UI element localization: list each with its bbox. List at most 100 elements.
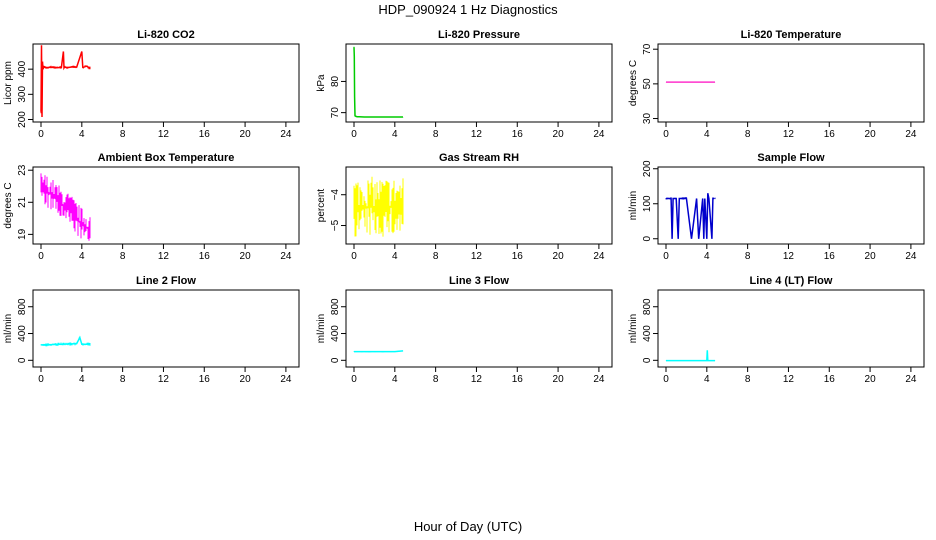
series-line xyxy=(353,47,403,118)
y-tick-label: 0 xyxy=(17,357,28,363)
x-tick-label: 20 xyxy=(240,129,252,140)
y-axis-label: ml/min xyxy=(628,191,639,220)
y-tick-label: 800 xyxy=(17,298,28,315)
plot-frame xyxy=(657,43,925,123)
x-tick-label: 0 xyxy=(38,251,44,262)
x-tick-label: 12 xyxy=(158,251,170,262)
plot-frame xyxy=(345,43,613,123)
x-tick-label: 4 xyxy=(79,374,85,385)
series-line xyxy=(40,335,90,346)
y-tick-label: 200 xyxy=(17,111,28,128)
x-tick-label: 8 xyxy=(433,251,439,262)
x-tick-label: 24 xyxy=(593,374,605,385)
x-tick-label: 20 xyxy=(553,251,565,262)
y-axis-label: kPa xyxy=(316,74,327,92)
panel-title: Li-820 Pressure xyxy=(438,29,520,41)
x-tick-label: 8 xyxy=(433,129,439,140)
x-tick-label: 16 xyxy=(824,129,836,140)
x-tick-label: 0 xyxy=(663,129,669,140)
series-line xyxy=(40,45,90,118)
plot-frame xyxy=(32,166,300,245)
x-tick-label: 0 xyxy=(38,129,44,140)
y-tick-label: 800 xyxy=(642,298,653,315)
panel-title: Line 3 Flow xyxy=(449,275,509,287)
x-tick-label: 0 xyxy=(351,251,357,262)
y-tick-label: 0 xyxy=(642,236,653,242)
y-tick-label: 70 xyxy=(330,107,341,119)
plot-frame xyxy=(345,166,613,245)
x-tick-label: 4 xyxy=(392,374,398,385)
x-tick-label: 20 xyxy=(553,374,565,385)
x-tick-label: 24 xyxy=(905,129,917,140)
x-tick-label: 8 xyxy=(120,129,126,140)
y-tick-label: 0 xyxy=(642,357,653,363)
x-tick-label: 8 xyxy=(120,251,126,262)
panel-title: Sample Flow xyxy=(757,152,825,164)
x-tick-label: 24 xyxy=(593,251,605,262)
x-tick-label: 24 xyxy=(905,374,917,385)
x-tick-label: 12 xyxy=(471,129,483,140)
y-tick-label: 70 xyxy=(642,43,653,55)
x-tick-label: 0 xyxy=(663,251,669,262)
x-tick-label: 8 xyxy=(745,251,751,262)
y-tick-label: 0 xyxy=(330,357,341,363)
x-tick-label: 20 xyxy=(553,129,565,140)
y-axis-label: ml/min xyxy=(628,314,639,343)
y-tick-label: −4 xyxy=(330,189,341,201)
y-axis-label: degrees C xyxy=(3,182,14,228)
x-tick-label: 24 xyxy=(280,251,292,262)
panel-5: Sample Flow 0 4 8 12 16 20 24 0 100 200 ml/min xyxy=(628,152,925,262)
panel-title: Li-820 CO2 xyxy=(137,29,194,41)
series-line xyxy=(354,350,404,353)
plot-frame xyxy=(657,289,925,368)
x-tick-label: 16 xyxy=(199,251,211,262)
y-tick-label: 800 xyxy=(330,298,341,315)
x-tick-label: 4 xyxy=(704,251,710,262)
x-tick-label: 4 xyxy=(392,129,398,140)
x-tick-label: 24 xyxy=(280,129,292,140)
x-tick-label: 12 xyxy=(158,129,170,140)
x-tick-label: 20 xyxy=(240,374,252,385)
x-tick-label: 20 xyxy=(865,129,877,140)
series-noise xyxy=(353,46,404,118)
y-tick-label: 400 xyxy=(642,325,653,342)
x-tick-label: 4 xyxy=(79,129,85,140)
x-tick-label: 24 xyxy=(280,374,292,385)
y-tick-label: 100 xyxy=(642,195,653,212)
y-axis-label: degrees C xyxy=(628,60,639,106)
panel-title: Line 2 Flow xyxy=(136,275,196,287)
x-tick-label: 16 xyxy=(199,374,211,385)
figure-title: HDP_090924 1 Hz Diagnostics xyxy=(378,2,558,17)
plot-frame xyxy=(32,289,300,368)
x-tick-label: 24 xyxy=(905,251,917,262)
figure-xlabel: Hour of Day (UTC) xyxy=(414,519,522,534)
plot-frame xyxy=(345,289,613,368)
y-tick-label: 30 xyxy=(642,113,653,125)
x-tick-label: 16 xyxy=(824,374,836,385)
x-tick-label: 16 xyxy=(512,129,524,140)
x-tick-label: 12 xyxy=(783,129,795,140)
y-tick-label: 23 xyxy=(17,164,28,176)
y-tick-label: 21 xyxy=(17,196,28,208)
y-tick-label: 80 xyxy=(330,75,341,87)
series-line xyxy=(666,350,715,362)
x-tick-label: 4 xyxy=(704,374,710,385)
panel-title: Line 4 (LT) Flow xyxy=(750,275,833,287)
x-tick-label: 4 xyxy=(704,129,710,140)
x-tick-label: 0 xyxy=(663,374,669,385)
x-tick-label: 12 xyxy=(471,374,483,385)
plot-frame xyxy=(657,166,925,245)
x-tick-label: 20 xyxy=(865,251,877,262)
y-axis-label: Licor ppm xyxy=(3,61,14,105)
panel-title: Ambient Box Temperature xyxy=(98,152,235,164)
y-tick-label: 300 xyxy=(17,86,28,103)
y-tick-label: 50 xyxy=(642,78,653,90)
x-tick-label: 12 xyxy=(471,251,483,262)
y-tick-label: 19 xyxy=(17,228,28,240)
x-tick-label: 24 xyxy=(593,129,605,140)
